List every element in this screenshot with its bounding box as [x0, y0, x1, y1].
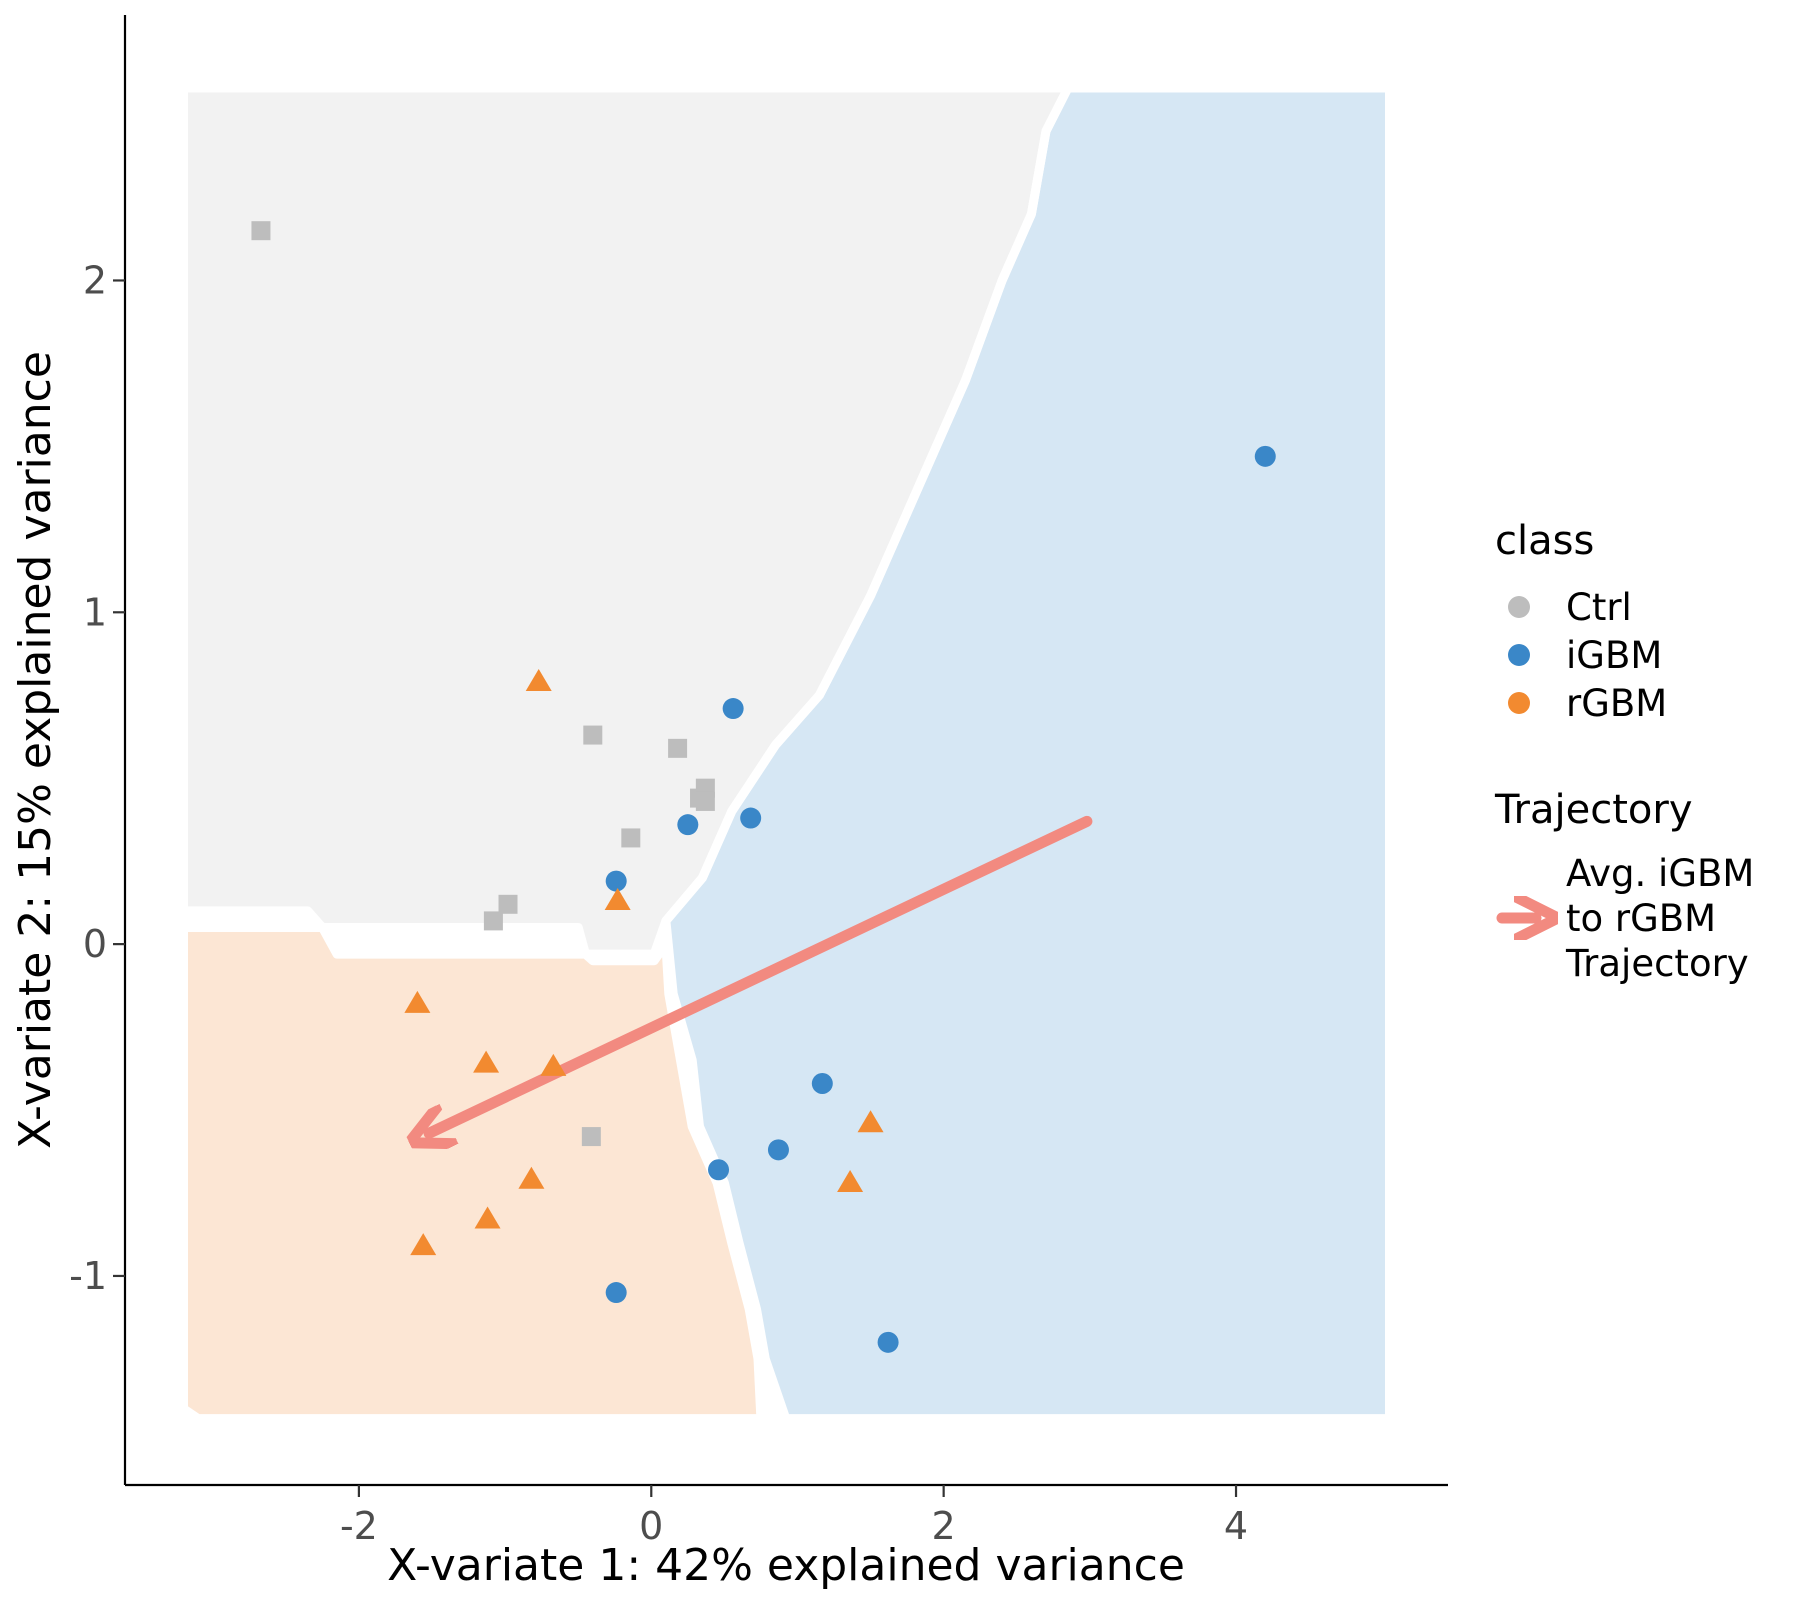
point-ctrl-8 — [498, 894, 518, 914]
trajectory-arrow — [429, 815, 1093, 1133]
point-rgbm-1 — [525, 668, 552, 691]
x-tick-label: 2 — [932, 1504, 956, 1548]
legend-key-igbm — [1508, 644, 1530, 666]
x-tick-label: 4 — [1224, 1504, 1248, 1548]
legend-key-rgbm — [1508, 692, 1530, 714]
point-igbm-6 — [811, 1072, 833, 1094]
region-ctrl — [183, 88, 1068, 955]
x-axis-ticks: -2 0 2 4 — [340, 1485, 1248, 1548]
x-tick-label: 0 — [639, 1504, 663, 1548]
y-tick-label: 1 — [83, 590, 107, 634]
legend-class-title: class — [1495, 518, 1594, 564]
legend-trajectory-line-2: to rGBM — [1566, 897, 1716, 940]
point-igbm-3 — [740, 807, 762, 829]
point-ctrl-7 — [621, 828, 641, 848]
trajectory-layer — [429, 815, 1093, 1133]
point-ctrl-3 — [668, 738, 688, 758]
legend-key-ctrl — [1508, 596, 1530, 618]
point-igbm-2 — [722, 698, 744, 720]
legend: class Ctrl iGBM rGBM Trajectory Avg. iGB… — [1494, 518, 1754, 985]
decision-regions — [183, 88, 1390, 1419]
y-tick-label: 0 — [83, 922, 107, 966]
point-rgbm-5 — [540, 1053, 567, 1076]
point-igbm-1 — [1254, 445, 1276, 467]
legend-label-igbm: iGBM — [1566, 634, 1662, 677]
point-ctrl-1 — [251, 221, 271, 241]
y-axis-title: X-variate 2: 15% explained variance — [10, 351, 61, 1149]
point-rgbm-6 — [857, 1110, 884, 1133]
data-points — [251, 221, 1276, 1353]
point-rgbm-4 — [473, 1050, 500, 1073]
region-igbm — [665, 88, 1390, 1419]
region-boundary-igbm — [661, 83, 1394, 1424]
y-tick-label: 2 — [83, 258, 107, 302]
point-rgbm-2 — [604, 887, 631, 910]
legend-trajectory-line-1: Avg. iGBM — [1566, 852, 1754, 895]
point-ctrl-9 — [483, 911, 503, 931]
point-igbm-9 — [605, 1282, 627, 1304]
region-boundary-rgbm — [179, 923, 766, 1424]
legend-label-rgbm: rGBM — [1566, 682, 1667, 725]
point-rgbm-8 — [518, 1166, 545, 1189]
legend-trajectory-line-3: Trajectory — [1565, 942, 1749, 985]
point-igbm-8 — [708, 1159, 730, 1181]
y-tick-label: -1 — [69, 1254, 107, 1298]
point-igbm-7 — [767, 1139, 789, 1161]
y-axis-ticks: -1 0 1 2 — [69, 258, 125, 1298]
point-ctrl-2 — [583, 725, 603, 745]
legend-trajectory-title: Trajectory — [1494, 787, 1693, 833]
x-tick-label: -2 — [340, 1504, 378, 1548]
point-ctrl-10 — [581, 1127, 601, 1147]
point-rgbm-7 — [837, 1170, 864, 1193]
point-igbm-10 — [877, 1331, 899, 1353]
region-boundaries — [179, 83, 1394, 1424]
legend-label-ctrl: Ctrl — [1566, 586, 1632, 629]
point-ctrl-6 — [695, 791, 715, 811]
point-rgbm-10 — [410, 1233, 437, 1256]
point-rgbm-9 — [474, 1206, 501, 1229]
point-igbm-4 — [677, 814, 699, 836]
point-igbm-5 — [605, 870, 627, 892]
point-rgbm-3 — [404, 990, 431, 1013]
x-axis-title: X-variate 1: 42% explained variance — [387, 1540, 1185, 1591]
